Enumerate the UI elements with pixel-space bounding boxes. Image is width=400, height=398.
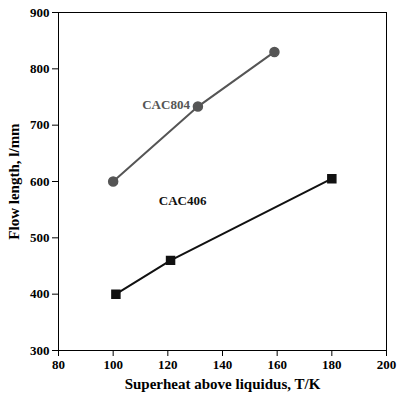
svg-text:800: 800 <box>30 61 50 76</box>
svg-text:CAC804: CAC804 <box>142 97 190 112</box>
svg-text:900: 900 <box>30 5 50 20</box>
svg-text:600: 600 <box>30 174 50 189</box>
svg-text:300: 300 <box>30 343 50 358</box>
svg-text:100: 100 <box>103 357 123 372</box>
svg-text:Flow length, l/mm: Flow length, l/mm <box>6 123 22 240</box>
svg-text:160: 160 <box>267 357 287 372</box>
svg-text:200: 200 <box>377 357 397 372</box>
svg-text:80: 80 <box>52 357 65 372</box>
svg-text:180: 180 <box>322 357 342 372</box>
svg-text:700: 700 <box>30 117 50 132</box>
svg-text:400: 400 <box>30 286 50 301</box>
svg-text:Superheat above liquidus, T/K: Superheat above liquidus, T/K <box>125 376 321 392</box>
svg-text:CAC406: CAC406 <box>159 193 207 208</box>
svg-text:140: 140 <box>213 357 233 372</box>
svg-text:500: 500 <box>30 230 50 245</box>
svg-text:120: 120 <box>158 357 178 372</box>
